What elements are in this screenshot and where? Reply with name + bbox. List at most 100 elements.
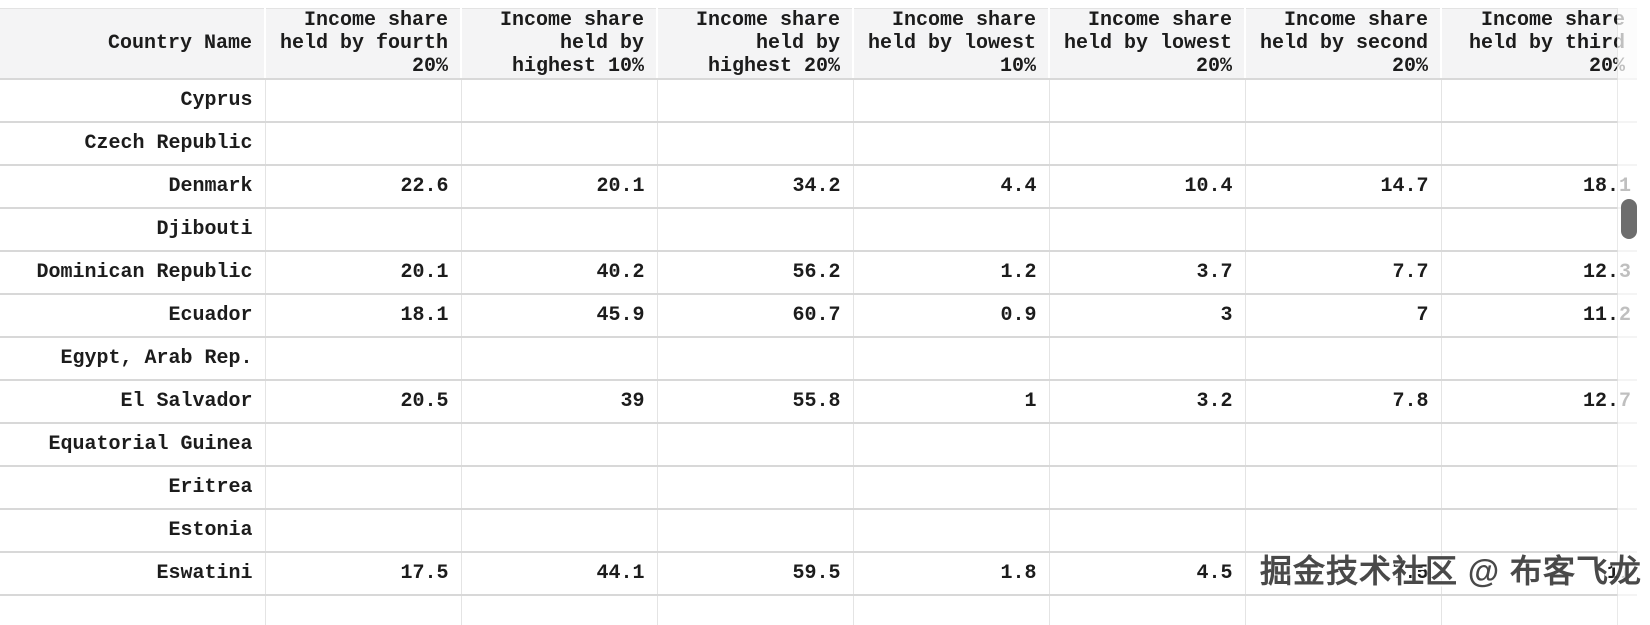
table-row: Egypt, Arab Rep. (0, 337, 1637, 381)
cell-highest_10: 45.9 (460, 294, 657, 338)
column-header-lowest_20: Income share held by lowest 20% (1048, 8, 1245, 80)
table-row: Equatorial Guinea (0, 423, 1637, 467)
cell-lowest_10 (852, 595, 1049, 625)
cell-highest_20: 60.7 (656, 294, 853, 338)
cell-lowest_20 (1048, 337, 1245, 381)
cell-lowest_20 (1048, 208, 1245, 252)
cell-fourth_20: 17.5 (264, 552, 461, 596)
column-header-highest_20: Income share held by highest 20% (656, 8, 853, 80)
cell-lowest_10: 4.4 (852, 165, 1049, 209)
cell-fourth_20: 18.1 (264, 294, 461, 338)
cell-highest_20 (656, 337, 853, 381)
cell-fourth_20 (264, 466, 461, 510)
cell-lowest_10 (852, 79, 1049, 123)
cell-country: Ecuador (0, 294, 265, 338)
cell-third_20: 18.1 (1440, 165, 1637, 209)
column-header-third_20: Income share held by third 20% (1440, 8, 1637, 80)
cell-lowest_20: 3.2 (1048, 380, 1245, 424)
header-row: Country Name Income share held by fourth … (0, 8, 1637, 80)
cell-highest_10 (460, 595, 657, 625)
column-header-country: Country Name (0, 8, 265, 80)
cell-highest_20: 34.2 (656, 165, 853, 209)
cell-third_20 (1440, 122, 1637, 166)
cell-lowest_20 (1048, 122, 1245, 166)
column-header-second_20: Income share held by second 20% (1244, 8, 1441, 80)
cell-lowest_20 (1048, 423, 1245, 467)
cell-country: Eritrea (0, 466, 265, 510)
cell-country: Eswatini (0, 552, 265, 596)
cell-country (0, 595, 265, 625)
cell-highest_20 (656, 423, 853, 467)
cell-second_20 (1244, 509, 1441, 553)
cell-lowest_20: 3.7 (1048, 251, 1245, 295)
cell-third_20 (1440, 337, 1637, 381)
cell-second_20: 7.7 (1244, 251, 1441, 295)
vertical-scrollbar-track[interactable] (1617, 8, 1643, 625)
cell-highest_20: 59.5 (656, 552, 853, 596)
cell-fourth_20 (264, 595, 461, 625)
cell-lowest_10: 0.9 (852, 294, 1049, 338)
cell-highest_10: 20.1 (460, 165, 657, 209)
cell-highest_20 (656, 509, 853, 553)
cell-lowest_20: 4.5 (1048, 552, 1245, 596)
cell-highest_10 (460, 466, 657, 510)
cell-lowest_10 (852, 122, 1049, 166)
cell-country: Dominican Republic (0, 251, 265, 295)
cell-lowest_10: 1.8 (852, 552, 1049, 596)
table-row: Czech Republic (0, 122, 1637, 166)
cell-country: Egypt, Arab Rep. (0, 337, 265, 381)
cell-highest_10 (460, 509, 657, 553)
cell-second_20: 7 (1244, 294, 1441, 338)
cell-fourth_20: 20.1 (264, 251, 461, 295)
cell-highest_10: 39 (460, 380, 657, 424)
cell-country: Cyprus (0, 79, 265, 123)
table-row (0, 595, 1637, 625)
cell-highest_10 (460, 423, 657, 467)
cell-second_20 (1244, 79, 1441, 123)
cell-third_20 (1440, 509, 1637, 553)
vertical-scrollbar-thumb[interactable] (1621, 199, 1637, 239)
cell-third_20 (1440, 208, 1637, 252)
cell-lowest_10 (852, 509, 1049, 553)
cell-second_20: 14.7 (1244, 165, 1441, 209)
cell-second_20 (1244, 208, 1441, 252)
cell-country: Djibouti (0, 208, 265, 252)
cell-third_20 (1440, 595, 1637, 625)
cell-fourth_20: 20.5 (264, 380, 461, 424)
cell-highest_20 (656, 466, 853, 510)
cell-second_20 (1244, 122, 1441, 166)
table-row: Cyprus (0, 79, 1637, 123)
table-row: Djibouti (0, 208, 1637, 252)
table-row: Eritrea (0, 466, 1637, 510)
cell-third_20: 12.3 (1440, 251, 1637, 295)
cell-lowest_20: 3 (1048, 294, 1245, 338)
income-share-table: Country Name Income share held by fourth … (0, 8, 1637, 625)
cell-highest_20 (656, 595, 853, 625)
cell-country: El Salvador (0, 380, 265, 424)
cell-lowest_10: 1 (852, 380, 1049, 424)
table-row: El Salvador 20.5 39 55.8 1 3.2 7.8 12.7 (0, 380, 1637, 424)
cell-lowest_10 (852, 337, 1049, 381)
column-header-lowest_10: Income share held by lowest 10% (852, 8, 1049, 80)
cell-lowest_20: 10.4 (1048, 165, 1245, 209)
cell-country: Czech Republic (0, 122, 265, 166)
cell-highest_20: 55.8 (656, 380, 853, 424)
cell-fourth_20 (264, 337, 461, 381)
cell-highest_10 (460, 122, 657, 166)
cell-third_20: 12.7 (1440, 380, 1637, 424)
cell-second_20: 7.8 (1244, 380, 1441, 424)
table-row: Ecuador 18.1 45.9 60.7 0.9 3 7 11.2 (0, 294, 1637, 338)
cell-fourth_20 (264, 208, 461, 252)
cell-highest_20 (656, 208, 853, 252)
column-header-highest_10: Income share held by highest 10% (460, 8, 657, 80)
column-header-fourth_20: Income share held by fourth 20% (264, 8, 461, 80)
cell-lowest_20 (1048, 509, 1245, 553)
cell-third_20 (1440, 79, 1637, 123)
cell-second_20 (1244, 423, 1441, 467)
cell-fourth_20 (264, 79, 461, 123)
cell-fourth_20 (264, 122, 461, 166)
watermark-text: 掘金技术社区 @ 布客飞龙 (1260, 553, 1642, 589)
cell-country: Estonia (0, 509, 265, 553)
cell-lowest_20 (1048, 466, 1245, 510)
